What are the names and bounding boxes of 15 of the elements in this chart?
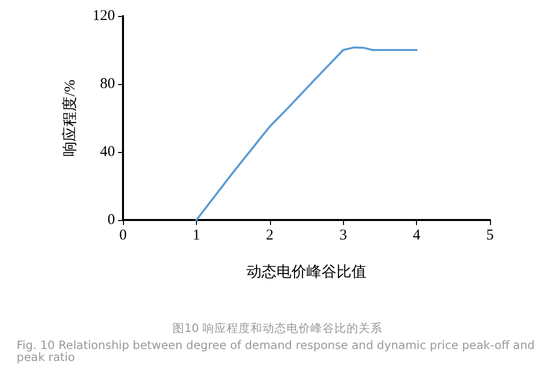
x-tick-label: 4: [412, 228, 421, 244]
x-tick-label: 0: [119, 228, 127, 244]
x-tick-label: 5: [486, 228, 494, 244]
x-tick-label: 3: [339, 228, 347, 244]
x-axis-title: 动态电价峰谷比值: [246, 264, 366, 280]
caption: 图10 响应程度和动态电价峰谷比的关系: [172, 321, 383, 335]
y-tick-label: 0: [108, 212, 115, 228]
y-tick-label: 80: [100, 76, 115, 92]
x-tick-label: 2: [266, 228, 274, 244]
caption: Fig. 10 Relationship between degree of demand response and dynamic price peak-off and peak ratio: [16, 338, 538, 364]
line-series: [195, 46, 418, 221]
y-tick-label: 40: [100, 144, 115, 160]
y-axis-title: 响应程度/%: [62, 80, 78, 156]
y-tick-label: 120: [92, 8, 115, 24]
x-tick-label: 1: [192, 228, 200, 244]
